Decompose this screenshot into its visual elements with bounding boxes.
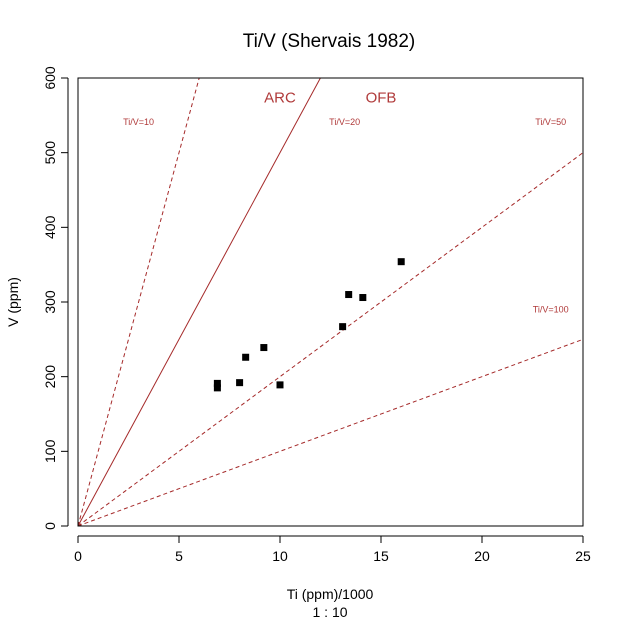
y-tick-label: 200	[42, 365, 58, 389]
y-axis: 0 100 200 300 400 500 600	[42, 66, 69, 530]
x-tick-label: 5	[175, 548, 183, 564]
y-tick-label: 300	[42, 290, 58, 314]
data-point	[213, 384, 221, 392]
ratio-label: Ti/V=20	[329, 117, 360, 127]
plot-area: Ti/V=10 Ti/V=20 Ti/V=50 Ti/V=100 ARC OFB	[77, 77, 584, 527]
region-label-arc: ARC	[264, 90, 296, 107]
region-and-ratio-labels: Ti/V=10 Ti/V=20 Ti/V=50 Ti/V=100 ARC OFB	[123, 90, 569, 315]
y-tick-label: 400	[42, 215, 58, 239]
y-axis-label: V (ppm)	[5, 277, 21, 327]
x-axis-label: Ti (ppm)/1000	[287, 586, 374, 602]
ratio-label: Ti/V=100	[533, 304, 569, 314]
data-point	[260, 344, 268, 352]
x-tick-label: 0	[74, 548, 82, 564]
data-point	[242, 353, 250, 361]
data-point	[213, 379, 221, 387]
y-tick-label: 100	[42, 439, 58, 463]
data-point	[276, 381, 284, 389]
x-axis-sublabel: 1 : 10	[312, 604, 347, 620]
plot-frame	[77, 77, 584, 527]
x-axis: 0 5 10 15 20 25	[74, 535, 591, 564]
ratio-line-20	[77, 77, 321, 527]
x-tick-label: 10	[272, 548, 288, 564]
ratio-label: Ti/V=50	[535, 117, 566, 127]
data-points	[213, 258, 405, 392]
ratio-line-10	[77, 77, 200, 527]
y-tick-label: 500	[42, 141, 58, 165]
y-tick-label: 0	[42, 522, 58, 530]
ratio-label: Ti/V=10	[123, 117, 154, 127]
data-point	[397, 258, 405, 266]
x-tick-label: 20	[474, 548, 490, 564]
data-point	[359, 294, 367, 302]
data-point	[236, 379, 244, 387]
x-tick-label: 15	[373, 548, 389, 564]
y-tick-label: 600	[42, 66, 58, 90]
region-label-ofb: OFB	[366, 90, 397, 107]
ratio-line-100	[77, 338, 584, 527]
x-tick-label: 25	[575, 548, 591, 564]
data-point	[339, 323, 347, 331]
reference-lines	[77, 77, 584, 527]
ratio-line-50	[77, 152, 584, 527]
chart-title: Ti/V (Shervais 1982)	[243, 31, 415, 52]
data-point	[345, 291, 353, 299]
